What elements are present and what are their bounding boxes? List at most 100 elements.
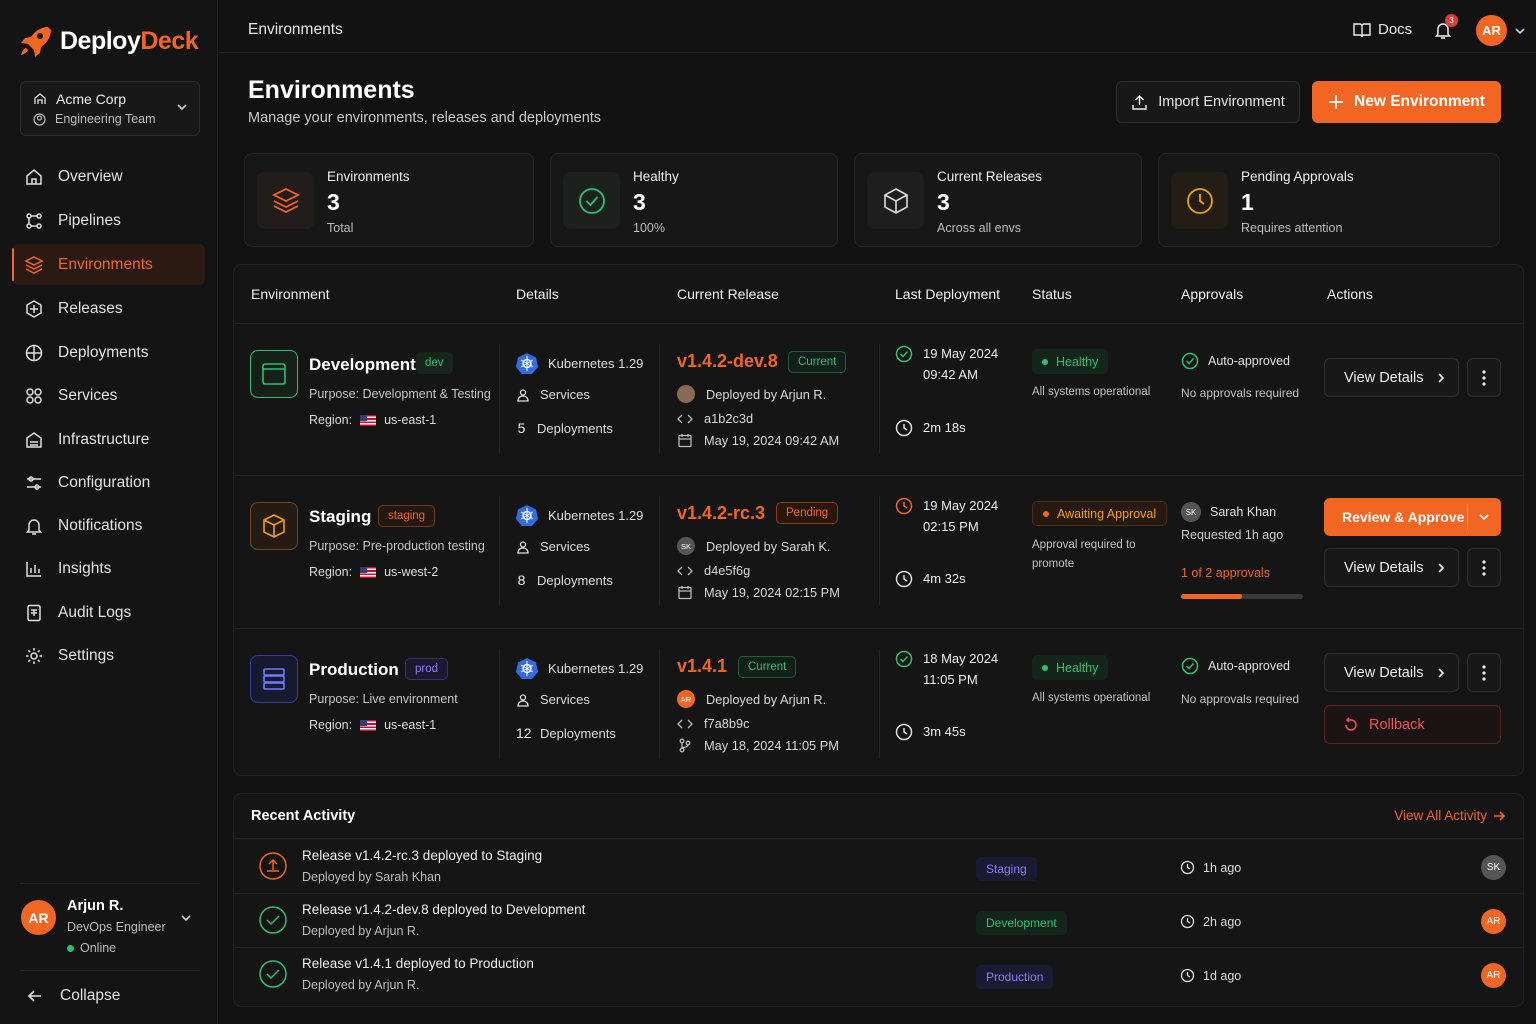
clock-icon (1180, 860, 1195, 875)
region-value: us-east-1 (384, 718, 437, 732)
services-line[interactable]: Services (516, 692, 590, 707)
commit-hash[interactable]: f7a8b9c (677, 716, 750, 731)
sidebar-item-audit-logs[interactable]: Audit Logs (12, 592, 205, 633)
sidebar-item-infrastructure[interactable]: Infrastructure (12, 419, 205, 460)
user-icon (517, 540, 529, 554)
app-logo[interactable]: DeployDeck (18, 24, 199, 58)
env-tag: Production (976, 965, 1054, 989)
k8s-version: Kubernetes 1.29 (516, 352, 643, 374)
sidebar-item-deployments[interactable]: Deployments (12, 332, 205, 373)
env-name[interactable]: Staging (309, 507, 372, 526)
stat-desc: Requires attention (1241, 221, 1343, 235)
deployments-line[interactable]: 8 Deployments (516, 572, 613, 588)
sidebar-item-notifications[interactable]: Notifications (12, 505, 205, 546)
last-deployment: 18 May 2024 11:05 PM (895, 648, 998, 690)
deployed-by-text: Deployed by Sarah K. (706, 538, 831, 554)
avatar[interactable]: AR (1476, 15, 1507, 46)
view-details-button[interactable]: View Details (1324, 358, 1459, 397)
stat-value: 3 (633, 189, 646, 215)
stat-desc: Total (327, 221, 354, 235)
commit-text: a1b2c3d (704, 411, 754, 426)
bell-icon[interactable] (1433, 20, 1453, 40)
sidebar-item-services[interactable]: Services (12, 375, 205, 416)
org-switcher[interactable]: Acme Corp Engineering Team (20, 81, 200, 136)
rollback-button[interactable]: Rollback (1324, 705, 1501, 744)
clock-icon (1186, 187, 1213, 214)
env-name[interactable]: Production (309, 660, 399, 679)
last-time: 11:05 PM (923, 672, 978, 687)
commit-hash[interactable]: d4e5f6g (677, 563, 750, 578)
recent-activity: Recent Activity View All Activity Releas… (233, 793, 1524, 1007)
user-profile[interactable]: AR Arjun R. DevOps Engineer Online (20, 883, 200, 957)
env-name[interactable]: Development (309, 355, 416, 374)
k8s-version: Kubernetes 1.29 (516, 504, 643, 526)
sidebar-item-environments[interactable]: Environments (12, 244, 205, 285)
check-circle-icon (1181, 657, 1199, 675)
sidebar-item-configuration[interactable]: Configuration (12, 462, 205, 503)
avatar (677, 385, 695, 403)
list-item[interactable]: Release v1.4.2-rc.3 deployed to Staging … (234, 839, 1523, 893)
release-tag: Current (738, 656, 797, 678)
list-item[interactable]: Release v1.4.1 deployed to Production De… (234, 947, 1523, 1001)
services-icon (26, 387, 42, 404)
breadcrumb[interactable]: Environments (248, 21, 343, 38)
commit-hash[interactable]: a1b2c3d (677, 411, 753, 426)
chevron-down-icon[interactable] (1514, 25, 1526, 37)
sidebar-item-settings[interactable]: Settings (12, 635, 205, 676)
import-environment-button[interactable]: Import Environment (1116, 81, 1300, 123)
deploy-date: May 18, 2024 11:05 PM (677, 738, 839, 753)
review-approve-button[interactable]: Review & Approve (1324, 498, 1501, 536)
collapse-button[interactable]: Collapse (20, 970, 200, 1005)
more-options-button[interactable] (1467, 653, 1501, 692)
release-version[interactable]: v1.4.2-rc.3 (677, 503, 766, 523)
approval-text: Auto-approved (1208, 354, 1291, 368)
deployments-line[interactable]: 12 Deployments (516, 725, 616, 741)
view-details-button[interactable]: View Details (1324, 548, 1459, 587)
environments-table: Environment Details Current Release Last… (233, 264, 1524, 776)
stat-icon (257, 172, 314, 229)
services-label: Services (540, 692, 590, 707)
review-label: Review & Approve (1342, 509, 1465, 525)
org-name: Acme Corp (56, 91, 127, 107)
env-tag: Development (976, 911, 1067, 935)
release-version[interactable]: v1.4.2-dev.8 (677, 351, 778, 371)
more-options-button[interactable] (1467, 358, 1501, 397)
stat-value: 1 (1241, 189, 1254, 215)
deploy-count: 8 (517, 572, 526, 588)
deployments-line[interactable]: 5 Deployments (516, 420, 613, 436)
region-label: Region: (309, 565, 353, 579)
deploy-icon (25, 344, 43, 361)
duration-text: 2m 18s (923, 420, 966, 435)
list-item[interactable]: Release v1.4.2-dev.8 deployed to Develop… (234, 893, 1523, 947)
sidebar-item-overview[interactable]: Overview (12, 156, 205, 197)
env-purpose: Purpose: Pre-production testing (309, 539, 485, 553)
date-text: May 18, 2024 11:05 PM (704, 738, 839, 753)
sidebar-item-releases[interactable]: Releases (12, 288, 205, 329)
docs-link[interactable]: Docs (1353, 21, 1412, 38)
more-vertical-icon (1482, 664, 1486, 681)
release-version[interactable]: v1.4.1 (677, 656, 728, 676)
time-text: 1h ago (1203, 860, 1242, 875)
sidebar-item-label: Overview (58, 167, 123, 185)
more-options-button[interactable] (1467, 548, 1501, 587)
view-all-activity-link[interactable]: View All Activity (1394, 808, 1505, 823)
avatar: SK (1481, 855, 1506, 880)
new-environment-button[interactable]: New Environment (1312, 81, 1501, 123)
chevron-down-icon[interactable] (1478, 511, 1490, 523)
sidebar-item-pipelines[interactable]: Pipelines (12, 200, 205, 241)
region-label: Region: (309, 413, 353, 427)
view-details-button[interactable]: View Details (1324, 653, 1459, 692)
page-subtitle: Manage your environments, releases and d… (248, 110, 602, 126)
last-date: 19 May 2024 (923, 498, 999, 513)
stat-label: Healthy (633, 169, 679, 184)
sidebar-item-insights[interactable]: Insights (12, 548, 205, 589)
log-icon (27, 604, 41, 621)
services-line[interactable]: Services (516, 539, 590, 554)
stat-label: Pending Approvals (1241, 169, 1354, 184)
approver: SK Sarah Khan (1181, 502, 1276, 522)
env-region: Region: us-east-1 (309, 718, 436, 732)
services-line[interactable]: Services (516, 387, 590, 402)
approval-description: No approvals required (1181, 692, 1300, 706)
app-name-1: Deploy (60, 26, 141, 55)
env-icon (250, 350, 298, 398)
